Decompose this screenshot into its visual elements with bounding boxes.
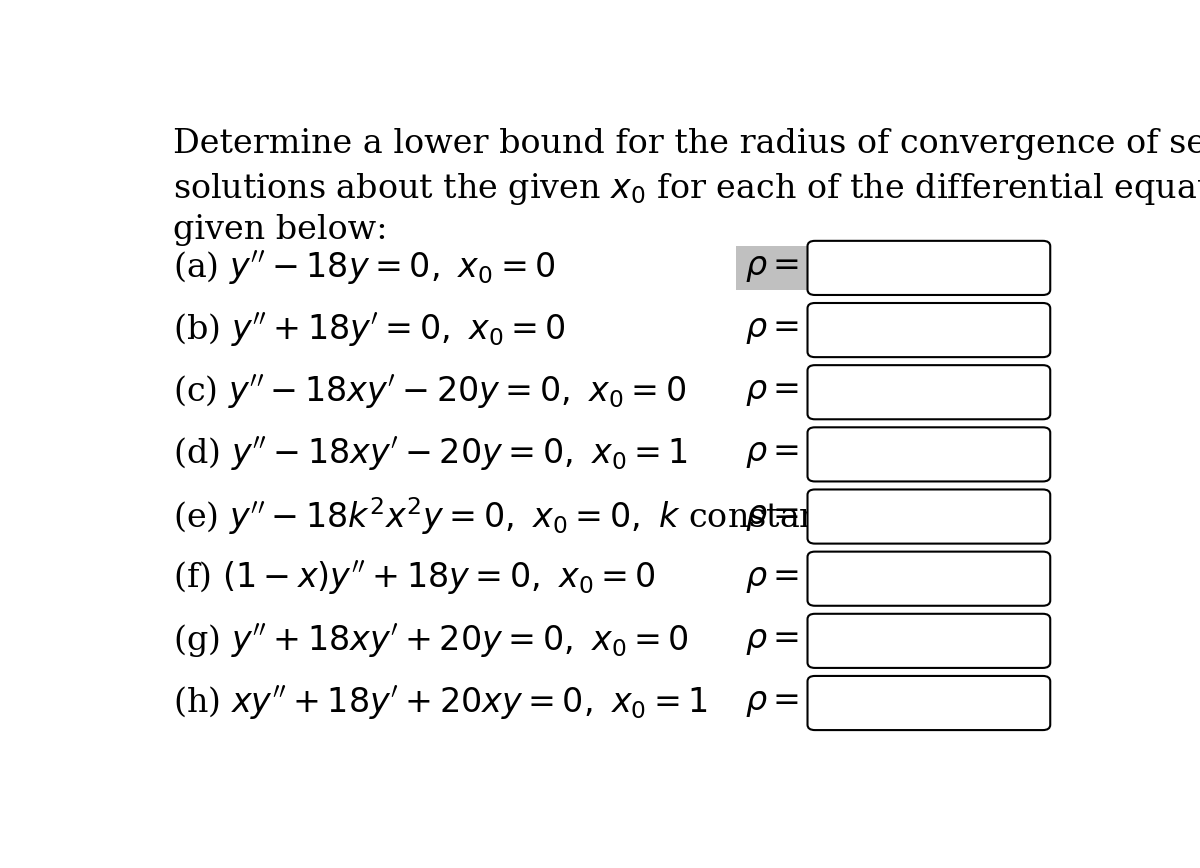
Text: (a) $y'' - 18y = 0,\ x_0 = 0$: (a) $y'' - 18y = 0,\ x_0 = 0$ <box>173 249 556 286</box>
FancyBboxPatch shape <box>808 303 1050 357</box>
FancyBboxPatch shape <box>808 614 1050 667</box>
Text: $\rho =$: $\rho =$ <box>745 314 799 346</box>
Text: (c) $y'' - 18xy' - 20y = 0,\ x_0 = 0$: (c) $y'' - 18xy' - 20y = 0,\ x_0 = 0$ <box>173 373 686 411</box>
FancyBboxPatch shape <box>808 676 1050 730</box>
Text: (e) $y'' - 18k^2x^2y = 0,\ x_0 = 0,\ k$ constant: (e) $y'' - 18k^2x^2y = 0,\ x_0 = 0,\ k$ … <box>173 496 836 537</box>
Text: $\rho =$: $\rho =$ <box>745 438 799 470</box>
Text: (g) $y'' + 18xy' + 20y = 0,\ x_0 = 0$: (g) $y'' + 18xy' + 20y = 0,\ x_0 = 0$ <box>173 622 689 660</box>
FancyBboxPatch shape <box>808 552 1050 606</box>
FancyBboxPatch shape <box>808 427 1050 482</box>
Text: given below:: given below: <box>173 214 388 247</box>
Text: Determine a lower bound for the radius of convergence of series: Determine a lower bound for the radius o… <box>173 128 1200 160</box>
Text: (b) $y'' + 18y' = 0,\ x_0 = 0$: (b) $y'' + 18y' = 0,\ x_0 = 0$ <box>173 312 566 349</box>
Text: $\rho =$: $\rho =$ <box>745 376 799 408</box>
Text: $\rho =$: $\rho =$ <box>745 501 799 533</box>
Text: solutions about the given $x_0$ for each of the differential equations: solutions about the given $x_0$ for each… <box>173 171 1200 207</box>
Text: (h) $xy'' + 18y' + 20xy = 0,\ x_0 = 1$: (h) $xy'' + 18y' + 20xy = 0,\ x_0 = 1$ <box>173 684 708 722</box>
Text: $\rho =$: $\rho =$ <box>745 625 799 657</box>
Text: $\rho =$: $\rho =$ <box>745 687 799 719</box>
Text: $\rho =$: $\rho =$ <box>745 562 799 595</box>
FancyBboxPatch shape <box>808 365 1050 419</box>
Text: (d) $y'' - 18xy' - 20y = 0,\ x_0 = 1$: (d) $y'' - 18xy' - 20y = 0,\ x_0 = 1$ <box>173 436 689 473</box>
FancyBboxPatch shape <box>736 247 815 290</box>
Text: (f) $(1 - x)y'' + 18y = 0,\ x_0 = 0$: (f) $(1 - x)y'' + 18y = 0,\ x_0 = 0$ <box>173 560 656 597</box>
FancyBboxPatch shape <box>808 490 1050 543</box>
FancyBboxPatch shape <box>808 240 1050 295</box>
Text: $\rho =$: $\rho =$ <box>745 252 799 284</box>
